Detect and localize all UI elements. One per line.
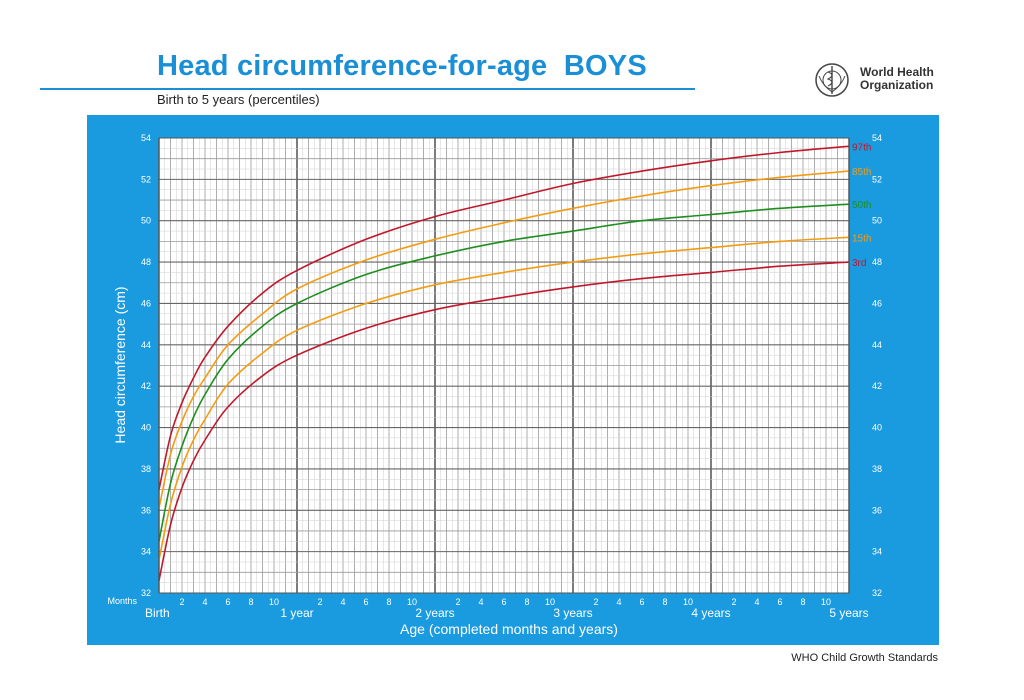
x-month-tick-label: 4 [340,597,345,607]
x-month-tick-label: 2 [593,597,598,607]
y-tick-label-left: 40 [141,423,151,433]
x-month-tick-label: 8 [524,597,529,607]
y-tick-label-right: 36 [872,505,882,515]
growth-chart: 97th 85th 50th 15th 3rd 32 32 34 34 36 36 38 38 40 40… [107,133,882,637]
y-tick-label-left: 44 [141,340,151,350]
plot-grid [158,137,850,594]
percentile-curve-3rd [158,261,850,581]
percentile-label-85th: 85th [852,167,871,178]
x-month-tick-label: 10 [545,597,555,607]
x-year-tick-label: 4 years [691,606,730,620]
chart-title: Head circumference-for-age BOYS [157,50,647,82]
percentile-curve-85th [158,170,850,509]
x-year-tick-label: 1 year [280,606,313,620]
y-tick-label-left: 42 [141,381,151,391]
y-tick-label-left: 38 [141,464,151,474]
who-emblem-icon [815,63,849,97]
x-month-tick-label: 4 [478,597,483,607]
x-month-tick-label: 4 [202,597,207,607]
y-tick-label-left: 48 [141,257,151,267]
x-month-tick-label: 6 [501,597,506,607]
x-month-tick-label: 8 [386,597,391,607]
footer-credit: WHO Child Growth Standards [791,652,938,664]
plot-frame [158,137,850,594]
x-axis-title: Age (completed months and years) [400,621,618,637]
x-year-tick-label: 5 years [829,606,868,620]
y-tick-label-right: 42 [872,381,882,391]
x-month-tick-label: 8 [800,597,805,607]
percentile-label-15th: 15th [852,233,871,244]
x-year-tick-label: Birth [145,606,170,620]
y-tick-label-left: 34 [141,547,151,557]
y-tick-label-right: 38 [872,464,882,474]
x-month-tick-label: 4 [616,597,621,607]
x-unit-label: Months [107,596,137,606]
x-year-tick-label: 2 years [415,606,454,620]
y-tick-label-right: 52 [872,174,882,184]
percentile-curve-15th [158,236,850,561]
organization-name: World Health Organization [860,66,934,92]
org-name-line1: World Health [860,65,934,79]
chart-panel: 97th 85th 50th 15th 3rd 32 32 34 34 36 36 38 38 40 40… [87,115,939,645]
percentile-label-3rd: 3rd [852,258,866,269]
chart-subtitle: Birth to 5 years (percentiles) [157,92,320,107]
percentile-curve-97th [158,145,850,490]
y-tick-label-left: 52 [141,174,151,184]
x-month-tick-label: 4 [754,597,759,607]
y-tick-label-left: 50 [141,216,151,226]
x-month-tick-label: 10 [407,597,417,607]
y-tick-label-left: 54 [141,133,151,143]
x-year-tick-label: 3 years [553,606,592,620]
y-tick-label-left: 32 [141,588,151,598]
y-tick-label-right: 34 [872,547,882,557]
y-tick-label-right: 48 [872,257,882,267]
y-axis-title: Head circumference (cm) [112,286,128,443]
title-underline [40,88,695,90]
x-month-tick-label: 10 [821,597,831,607]
x-month-tick-label: 6 [363,597,368,607]
x-month-tick-label: 2 [317,597,322,607]
x-month-tick-label: 8 [662,597,667,607]
percentile-label-50th: 50th [852,200,871,211]
y-tick-label-left: 46 [141,298,151,308]
y-tick-label-right: 54 [872,133,882,143]
x-month-tick-label: 2 [179,597,184,607]
y-tick-label-right: 50 [872,216,882,226]
y-tick-label-right: 32 [872,588,882,598]
y-tick-label-right: 46 [872,298,882,308]
percentile-curves: 97th 85th 50th 15th 3rd [158,142,871,581]
x-month-tick-label: 8 [248,597,253,607]
x-month-tick-label: 6 [225,597,230,607]
x-month-tick-label: 6 [639,597,644,607]
x-month-tick-label: 2 [455,597,460,607]
y-tick-label-right: 40 [872,423,882,433]
org-name-line2: Organization [860,78,934,92]
y-tick-label-right: 44 [872,340,882,350]
x-month-tick-label: 10 [269,597,279,607]
x-month-tick-label: 6 [777,597,782,607]
y-tick-label-left: 36 [141,505,151,515]
x-month-tick-label: 2 [731,597,736,607]
percentile-curve-50th [158,203,850,542]
x-month-tick-label: 10 [683,597,693,607]
percentile-label-97th: 97th [852,142,871,153]
